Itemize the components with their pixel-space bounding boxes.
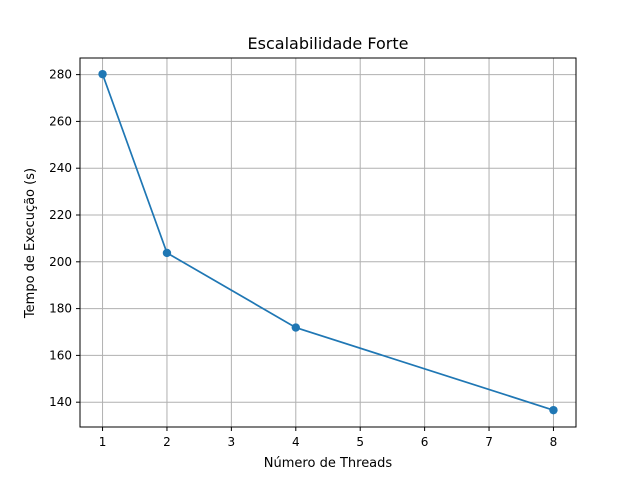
x-tick-label: 1 <box>99 435 107 449</box>
y-tick-label: 280 <box>49 68 72 82</box>
series-line <box>101 73 554 411</box>
y-axis-label: Tempo de Execução (s) <box>23 168 38 319</box>
x-tick-label: 7 <box>485 435 493 449</box>
data-point <box>291 323 300 332</box>
y-tick-label: 220 <box>49 208 72 222</box>
x-axis-label: Número de Threads <box>264 456 393 471</box>
ticks: 1 2 3 4 5 6 7 8 140 160 180 200 220 240 260 280 <box>49 68 557 449</box>
plot-frame <box>79 57 577 428</box>
data-point <box>162 248 172 258</box>
y-tick-label: 160 <box>49 348 72 362</box>
data-point <box>98 69 107 79</box>
series-layer <box>98 69 558 415</box>
x-tick-label: 8 <box>550 435 558 449</box>
chart-title: Escalabilidade Forte <box>248 34 409 53</box>
x-tick-label: 3 <box>228 435 236 449</box>
data-point <box>549 405 558 415</box>
x-tick-label: 2 <box>163 435 171 449</box>
x-tick-label: 4 <box>292 435 300 449</box>
y-tick-label: 240 <box>49 161 72 175</box>
y-tick-label: 260 <box>49 114 72 128</box>
x-tick-label: 6 <box>421 435 429 449</box>
grid <box>80 58 576 427</box>
y-tick-label: 180 <box>49 302 72 316</box>
y-tick-label: 140 <box>49 395 72 409</box>
y-tick-label: 200 <box>49 255 72 269</box>
x-tick-label: 5 <box>356 435 364 449</box>
